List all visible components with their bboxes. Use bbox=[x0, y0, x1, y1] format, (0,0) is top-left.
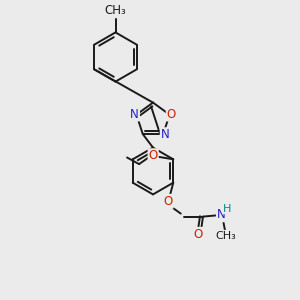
Text: O: O bbox=[194, 228, 203, 241]
Text: O: O bbox=[148, 149, 158, 162]
Text: CH₃: CH₃ bbox=[105, 4, 126, 17]
Text: N: N bbox=[161, 128, 170, 141]
Text: O: O bbox=[164, 195, 173, 208]
Text: CH₃: CH₃ bbox=[215, 231, 236, 241]
Text: O: O bbox=[167, 107, 176, 121]
Text: N: N bbox=[217, 208, 226, 221]
Text: N: N bbox=[130, 107, 139, 121]
Text: H: H bbox=[223, 204, 231, 214]
